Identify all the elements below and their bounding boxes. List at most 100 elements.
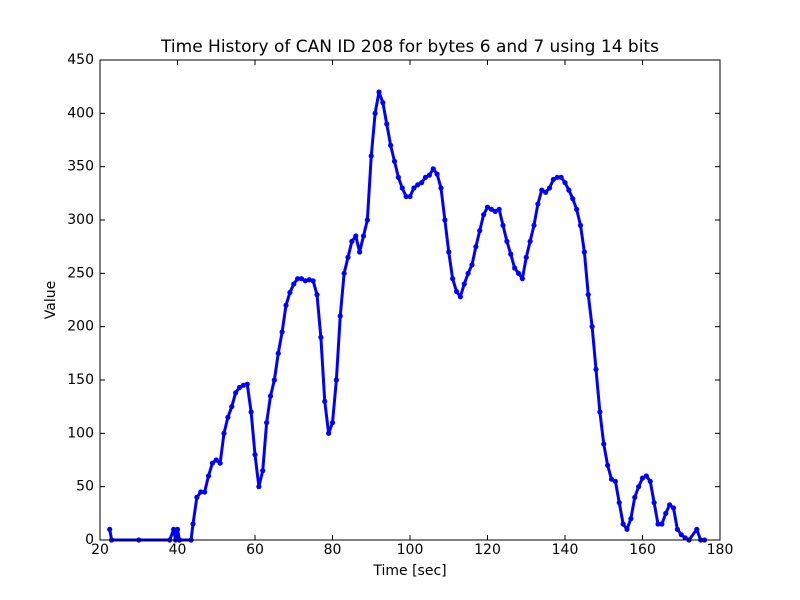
data-point: [422, 174, 429, 180]
data-point: [523, 254, 529, 260]
data-point: [577, 222, 584, 228]
x-tick-label: 100: [397, 542, 424, 558]
data-point: [438, 185, 444, 191]
data-point: [694, 526, 700, 532]
data-point: [333, 377, 339, 383]
data-point: [267, 393, 274, 399]
x-tick-label: 160: [629, 542, 656, 558]
data-point: [566, 187, 572, 193]
data-point: [531, 222, 537, 228]
data-point: [388, 142, 394, 148]
data-point: [329, 420, 336, 426]
data-point: [314, 292, 320, 298]
data-point: [209, 460, 215, 466]
y-axis-label: Value: [43, 281, 59, 319]
data-point: [450, 276, 456, 282]
data-point: [469, 262, 475, 268]
data-point: [519, 276, 525, 282]
data-point: [643, 473, 649, 479]
data-point: [674, 526, 680, 532]
data-point: [107, 526, 113, 532]
data-point: [562, 180, 568, 186]
data-point: [364, 217, 370, 223]
data-point: [287, 289, 293, 296]
data-point: [465, 270, 471, 276]
data-point: [492, 208, 498, 215]
y-tick-label: 350: [67, 159, 94, 175]
data-point: [589, 324, 595, 330]
y-tick-label: 300: [67, 212, 94, 228]
data-point: [481, 212, 487, 218]
data-point: [558, 174, 564, 180]
data-point: [411, 185, 417, 191]
data-point: [527, 238, 533, 244]
data-point: [473, 244, 479, 250]
data-point: [372, 110, 378, 116]
data-point: [620, 521, 626, 527]
x-tick-label: 140: [552, 542, 579, 558]
data-point: [221, 430, 227, 436]
data-point: [477, 228, 483, 234]
data-point: [515, 270, 522, 276]
data-point: [194, 494, 200, 500]
y-tick-label: 200: [67, 319, 94, 335]
data-point: [430, 166, 436, 172]
data-point: [360, 233, 367, 239]
data-point: [628, 516, 634, 522]
data-point: [651, 500, 657, 506]
y-tick-label: 450: [67, 52, 94, 68]
data-point: [597, 409, 603, 415]
data-point: [298, 276, 305, 282]
data-point: [663, 510, 669, 516]
data-point: [512, 265, 518, 271]
x-tick-label: 20: [91, 542, 109, 558]
data-point: [202, 489, 208, 495]
data-point: [667, 502, 673, 508]
data-point: [271, 377, 277, 383]
data-point: [624, 526, 630, 532]
y-tick-label: 100: [67, 425, 94, 441]
x-tick-label: 180: [707, 542, 734, 558]
data-point: [295, 276, 301, 282]
data-point: [457, 294, 463, 300]
data-point: [380, 100, 386, 106]
x-axis-label: Time [sec]: [372, 563, 446, 579]
y-tick-label: 50: [76, 479, 94, 495]
data-point: [225, 414, 231, 420]
data-point: [244, 381, 250, 387]
data-point: [488, 206, 494, 212]
data-point: [670, 505, 677, 511]
chart-title: Time History of CAN ID 208 for bytes 6 a…: [160, 37, 659, 57]
data-point: [171, 526, 177, 532]
data-point: [500, 222, 506, 228]
data-point: [264, 420, 270, 426]
y-tick-label: 400: [67, 105, 94, 121]
data-point: [678, 532, 684, 538]
data-point: [574, 206, 580, 212]
y-tick-label: 150: [67, 372, 94, 388]
data-point: [399, 185, 405, 191]
data-point: [283, 302, 289, 308]
y-tick-label: 0: [85, 532, 94, 548]
data-point: [585, 292, 591, 298]
data-point: [616, 500, 622, 506]
data-point: [198, 489, 204, 495]
data-point: [554, 174, 560, 180]
data-point: [349, 238, 355, 244]
data-point: [217, 460, 223, 466]
data-point: [484, 204, 491, 210]
data-point: [391, 158, 398, 164]
data-point: [639, 475, 646, 481]
data-point: [384, 121, 390, 127]
data-point: [407, 193, 413, 200]
data-point: [539, 187, 545, 193]
y-tick-label: 250: [67, 265, 94, 281]
data-point: [310, 278, 316, 284]
data-point: [550, 176, 556, 183]
data-point: [682, 535, 688, 541]
data-point: [601, 441, 607, 447]
data-point: [229, 404, 235, 410]
data-point: [636, 484, 642, 490]
